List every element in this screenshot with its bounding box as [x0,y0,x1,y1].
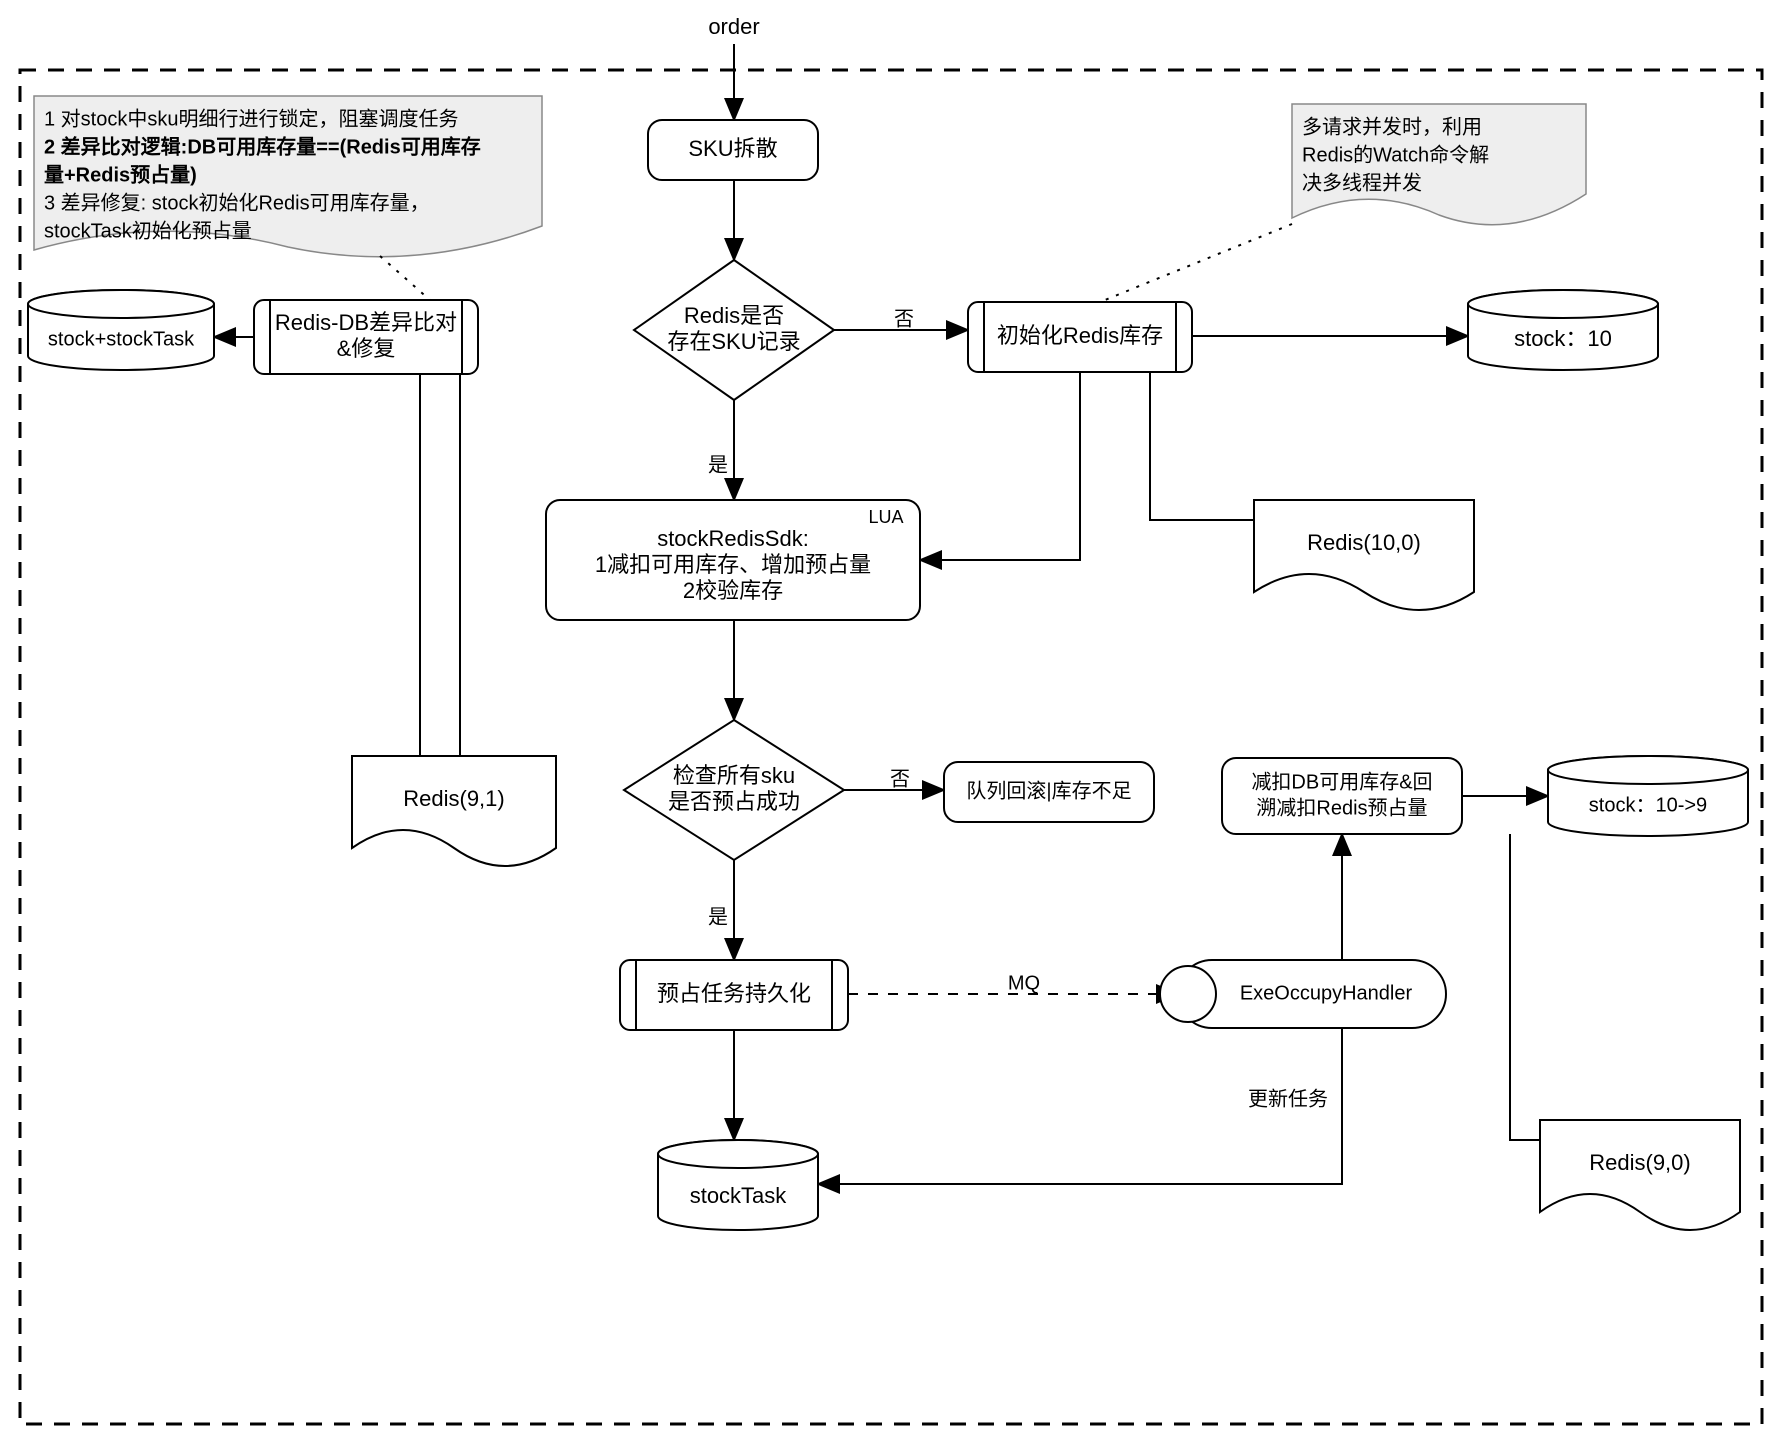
edge [1150,372,1364,520]
diagram-element: 是 [708,906,728,928]
diagram-element: 更新任务 [1248,1087,1328,1110]
diagram-element: 否 [890,768,910,790]
diagram-element: MQ [1008,972,1040,994]
diagram-element [352,756,556,866]
edge [420,374,454,776]
diagram-element: ExeOccupyHandler [1240,982,1413,1004]
diagram-element [1254,500,1474,610]
diagram-element: 队列回滚|库存不足 [966,779,1131,802]
diagram-element: 多请求并发时，利用 [1302,115,1482,138]
diagram-element: 量+Redis预占量) [44,163,197,186]
diagram-element: stock：10 [1514,326,1612,351]
diagram-element: Redis的Watch命令解 [1302,143,1489,166]
diagram-element: 1 对stock中sku明细行进行锁定，阻塞调度任务 [44,107,458,130]
diagram-element: 3 差异修复: stock初始化Redis可用库存量， [44,191,430,214]
diagram-element: stockRedisSdk: [657,526,809,551]
note-link [380,256,430,300]
diagram-element: LUA [868,507,903,527]
diagram-element [1160,966,1216,1022]
diagram-element: Redis(9,0) [1589,1150,1690,1175]
frame [20,70,1762,1424]
diagram-element: stockTask [690,1183,788,1208]
diagram-element: 是否预占成功 [668,789,800,814]
diagram-element [1540,1120,1740,1230]
diagram-element: 2 差异比对逻辑:DB可用库存量==(Redis可用库存 [44,134,481,158]
diagram-element: 否 [894,308,914,330]
edge [1510,834,1640,1140]
edge [920,372,1080,560]
diagram-element: SKU拆散 [688,136,777,161]
diagram-element: 减扣DB可用库存&回 [1251,770,1432,793]
diagram-element: stock+stockTask [48,328,195,350]
diagram-element [1468,290,1658,318]
diagram-element: stockTask初始化预占量 [44,219,252,242]
diagram-element: 预占任务持久化 [657,981,811,1006]
diagram-element [658,1140,818,1168]
diagram-element: 存在SKU记录 [667,329,800,354]
edge [454,374,460,776]
diagram-element [1222,758,1462,834]
diagram-element: 决多线程并发 [1302,171,1422,194]
diagram-element [1548,756,1748,784]
diagram-element: 2校验库存 [683,578,783,603]
diagram-element: 1减扣可用库存、增加预占量 [595,552,871,577]
diagram-element: 溯减扣Redis预占量 [1256,796,1427,819]
diagram-element: Redis(10,0) [1307,530,1421,555]
diagram-element: 是 [708,454,728,476]
diagram-element: order [708,14,759,39]
diagram-element: Redis是否 [684,303,784,328]
diagram-element: Redis(9,1) [403,786,504,811]
diagram-element: 初始化Redis库存 [997,323,1163,348]
note-link [1100,224,1292,302]
diagram-element [28,290,214,318]
diagram-element: 检查所有sku [673,763,795,788]
diagram-element: Redis-DB差异比对 [275,310,457,335]
diagram-element: &修复 [337,336,396,361]
diagram-element: stock：10->9 [1589,794,1707,816]
